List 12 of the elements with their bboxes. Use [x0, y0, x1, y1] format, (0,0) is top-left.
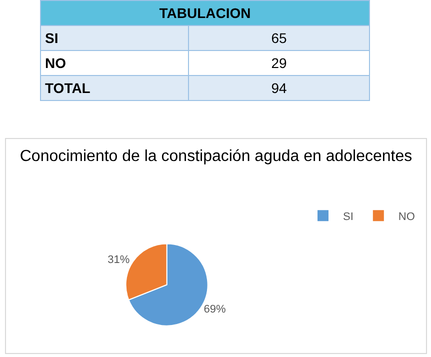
data-label: 94 [188, 76, 370, 100]
legend-label: SI [343, 210, 354, 223]
legend-label: NO [398, 210, 416, 223]
data-label: 29 [188, 50, 370, 76]
category-label: TOTAL [40, 76, 189, 100]
data-label: 31% [108, 254, 130, 266]
category-label: NO [40, 50, 189, 76]
data-label: 65 [188, 26, 370, 50]
category-label: SI [40, 26, 189, 50]
text: TABULACION [40, 0, 370, 26]
data-label: 69% [204, 304, 226, 316]
chart-title: Conocimiento de la constipación aguda en adolecentes [20, 148, 412, 165]
